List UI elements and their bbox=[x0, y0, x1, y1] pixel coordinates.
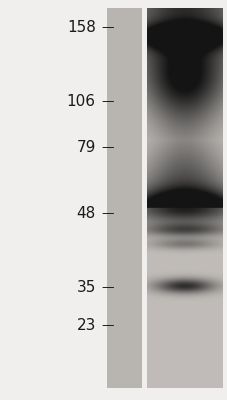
Bar bbox=[142, 8, 146, 388]
Text: 106: 106 bbox=[67, 94, 95, 110]
Text: 79: 79 bbox=[76, 140, 95, 156]
Bar bbox=[146, 8, 221, 388]
Text: 48: 48 bbox=[76, 206, 95, 222]
Text: —: — bbox=[101, 22, 114, 34]
Text: —: — bbox=[101, 282, 114, 294]
Text: —: — bbox=[101, 142, 114, 154]
Text: —: — bbox=[101, 320, 114, 332]
Text: —: — bbox=[101, 208, 114, 220]
Text: 158: 158 bbox=[67, 20, 95, 36]
Text: —: — bbox=[101, 96, 114, 108]
Text: 23: 23 bbox=[76, 318, 95, 334]
Bar bbox=[107, 8, 142, 388]
Text: 35: 35 bbox=[76, 280, 95, 296]
